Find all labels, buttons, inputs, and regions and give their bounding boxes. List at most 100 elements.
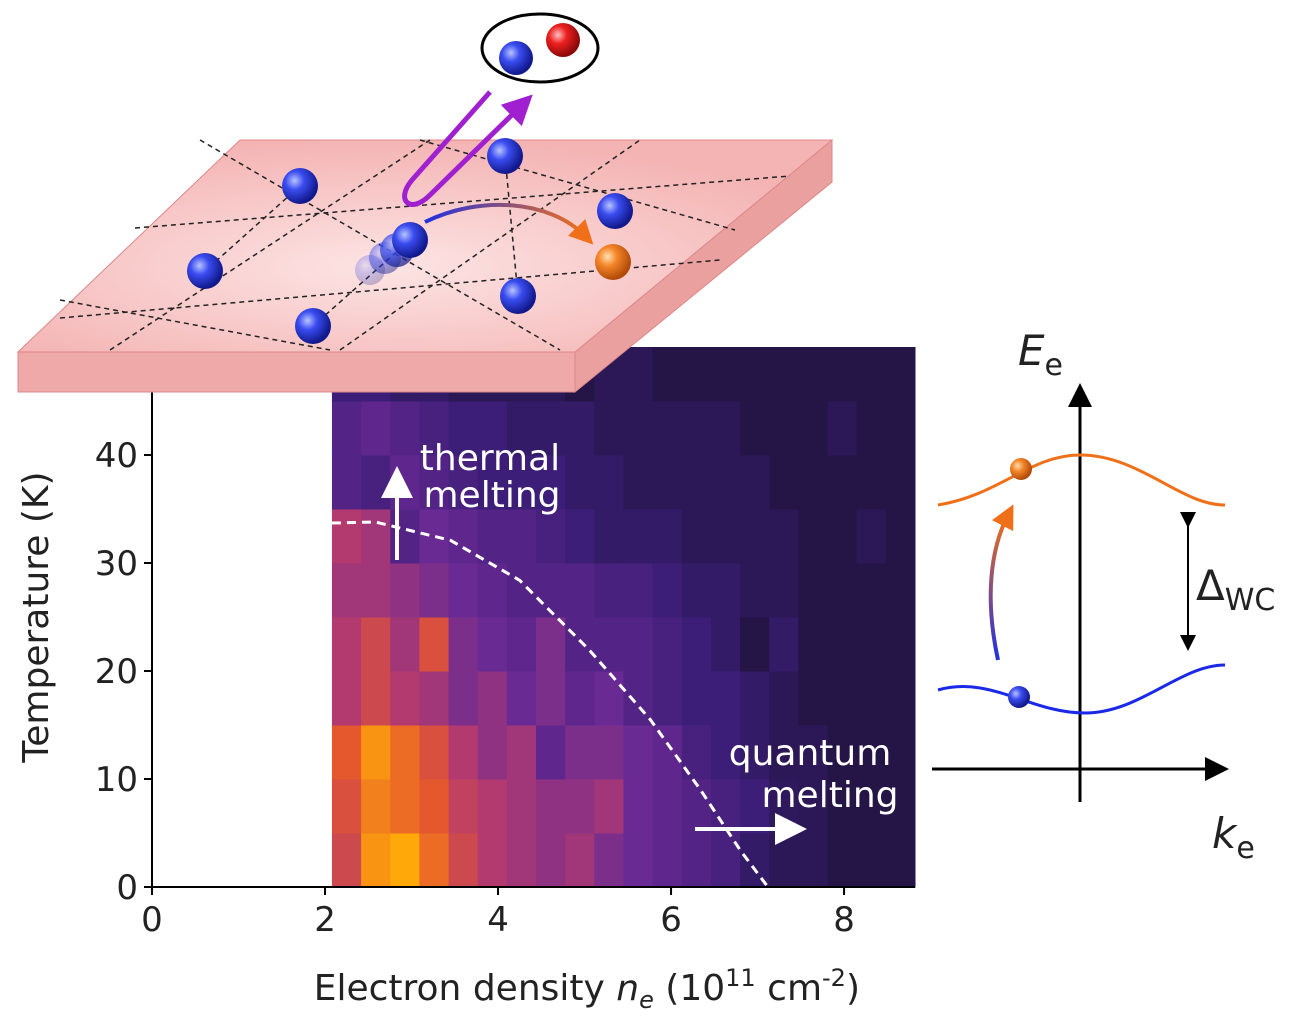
x-tick-label: 6 bbox=[660, 900, 682, 940]
heatmap-cell bbox=[448, 671, 479, 726]
x-axis-label: Electron density ne (1011 cm-2) bbox=[314, 964, 860, 1014]
heatmap-cell bbox=[652, 617, 683, 672]
heatmap-cell bbox=[506, 509, 537, 564]
heatmap-cell bbox=[769, 563, 799, 618]
heatmap-cell bbox=[565, 833, 595, 888]
annotation: melting bbox=[423, 475, 560, 516]
heatmap-cell bbox=[331, 401, 362, 456]
heatmap-cell bbox=[536, 725, 566, 780]
heatmap-cell bbox=[536, 833, 566, 888]
heatmap-cell bbox=[331, 779, 362, 834]
heatmap-cell bbox=[885, 725, 916, 780]
heatmap-cell bbox=[856, 671, 887, 726]
heatmap-cell bbox=[361, 833, 391, 888]
band-label: Ee bbox=[1018, 326, 1063, 383]
heatmap-cell bbox=[361, 509, 391, 564]
heatmap-cell bbox=[331, 509, 362, 564]
heatmap-cell bbox=[361, 455, 391, 510]
heatmap-cell bbox=[565, 401, 595, 456]
heatmap-cell bbox=[681, 671, 712, 726]
heatmap-cell bbox=[565, 617, 595, 672]
heatmap-cell bbox=[361, 779, 391, 834]
heatmap-cell bbox=[506, 617, 537, 672]
heatmap-cell bbox=[885, 347, 916, 402]
heatmap-cell bbox=[652, 347, 683, 402]
heatmap-cell bbox=[652, 563, 683, 618]
heatmap-cell bbox=[652, 509, 683, 564]
heatmap-cell bbox=[331, 671, 362, 726]
heatmap-cell bbox=[594, 779, 624, 834]
heatmap-cell bbox=[827, 779, 858, 834]
heatmap-cell bbox=[769, 671, 799, 726]
heatmap-cell bbox=[623, 401, 654, 456]
heatmap-cell bbox=[623, 833, 654, 888]
heatmap-cell bbox=[506, 725, 537, 780]
x-tick-label: 8 bbox=[833, 900, 855, 940]
heatmap-cell bbox=[681, 563, 712, 618]
heatmap-cell bbox=[827, 401, 858, 456]
heatmap-cell bbox=[536, 671, 566, 726]
heatmap-cell bbox=[740, 401, 770, 456]
heatmap-cell bbox=[710, 401, 741, 456]
heatmap-cell bbox=[331, 455, 362, 510]
heatmap-cell bbox=[769, 617, 799, 672]
heatmap-cell bbox=[769, 509, 799, 564]
heatmap-cell bbox=[419, 563, 450, 618]
heatmap-cell bbox=[623, 455, 654, 510]
heatmap-cell bbox=[885, 455, 916, 510]
heatmap-cell bbox=[885, 833, 916, 888]
heatmap-cell bbox=[710, 347, 741, 402]
heatmap-cell bbox=[419, 725, 450, 780]
heatmap-cell bbox=[419, 617, 450, 672]
heatmap-cell bbox=[856, 401, 887, 456]
heatmap-cell bbox=[856, 509, 887, 564]
heatmap-cell bbox=[885, 671, 916, 726]
heatmap-cell bbox=[798, 563, 829, 618]
heatmap-cell bbox=[740, 617, 770, 672]
heatmap-cell bbox=[710, 455, 741, 510]
heatmap-cell bbox=[740, 725, 770, 780]
y-axis-label: Temperature (K) bbox=[16, 471, 57, 763]
heatmap-cell bbox=[565, 563, 595, 618]
heatmap-cell bbox=[856, 833, 887, 888]
heatmap-cell bbox=[331, 833, 362, 888]
heatmap-cell bbox=[390, 509, 420, 564]
axes: 0 2 4 6 8 0 10 20 30 40 bbox=[95, 347, 915, 940]
heatmap-cell bbox=[681, 455, 712, 510]
heatmap-cell bbox=[623, 725, 654, 780]
y-tick-label: 10 bbox=[95, 760, 138, 800]
heatmap-cell bbox=[390, 617, 420, 672]
heatmap-cell bbox=[798, 401, 829, 456]
heatmap-cell bbox=[390, 563, 420, 618]
heatmap-cell bbox=[419, 671, 450, 726]
heatmap-cell bbox=[652, 725, 683, 780]
y-tick-label: 0 bbox=[116, 868, 138, 908]
heatmap-cell bbox=[477, 563, 508, 618]
heatmap-cell bbox=[769, 833, 799, 888]
heatmap-cell bbox=[419, 509, 450, 564]
heatmap-cell bbox=[536, 455, 566, 510]
heatmap-cell bbox=[623, 509, 654, 564]
heatmap-cell bbox=[769, 455, 799, 510]
heatmap-cell bbox=[390, 401, 420, 456]
heatmap-cell bbox=[448, 833, 479, 888]
heatmap-cell bbox=[652, 779, 683, 834]
heatmap-cell bbox=[419, 401, 450, 456]
heatmap-cell bbox=[798, 617, 829, 672]
heatmap-cell bbox=[331, 563, 362, 618]
heatmap-cell bbox=[506, 401, 537, 456]
y-tick-label: 40 bbox=[95, 436, 138, 476]
heatmap-cell bbox=[681, 833, 712, 888]
heatmap-cell bbox=[856, 725, 887, 780]
heatmap-cell bbox=[565, 671, 595, 726]
heatmap-cell bbox=[419, 779, 450, 834]
heatmap-cell bbox=[477, 671, 508, 726]
heatmap-cell bbox=[856, 347, 887, 402]
heatmap-cell bbox=[390, 671, 420, 726]
heatmap-cell bbox=[740, 455, 770, 510]
heatmap-cell bbox=[477, 833, 508, 888]
heatmap-cell bbox=[448, 563, 479, 618]
heatmap-cell bbox=[594, 455, 624, 510]
heatmap-cell bbox=[798, 725, 829, 780]
heatmap-cell bbox=[623, 563, 654, 618]
